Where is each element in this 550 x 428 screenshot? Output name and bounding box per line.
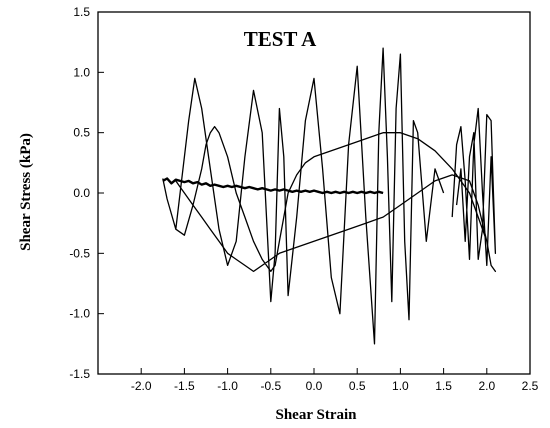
x-tick-label: -2.0 bbox=[131, 379, 152, 393]
plot-area bbox=[97, 11, 531, 375]
x-tick-label: 0.5 bbox=[349, 379, 366, 393]
y-tick-label: 0.5 bbox=[73, 126, 90, 140]
x-tick-label: 1.0 bbox=[392, 379, 409, 393]
y-tick-label: 0.0 bbox=[73, 186, 90, 200]
x-tick-label: 2.0 bbox=[478, 379, 495, 393]
hysteresis-curve-2 bbox=[162, 125, 497, 273]
x-tick-label: 1.5 bbox=[435, 379, 452, 393]
x-tick-label: 2.5 bbox=[522, 379, 539, 393]
hysteresis-curve-4 bbox=[451, 107, 497, 267]
series-layer bbox=[162, 47, 497, 345]
y-tick-label: 1.5 bbox=[73, 5, 90, 19]
y-axis: -1.5 -1.0 -0.5 0.0 0.5 1.0 1.5 bbox=[69, 5, 104, 381]
x-tick-label: -0.5 bbox=[260, 379, 281, 393]
y-tick-label: -1.0 bbox=[69, 307, 90, 321]
x-tick-label: 0.0 bbox=[306, 379, 323, 393]
x-tick-label: -1.5 bbox=[174, 379, 195, 393]
y-tick-label: -1.5 bbox=[69, 367, 90, 381]
x-tick-label: -1.0 bbox=[217, 379, 238, 393]
hysteresis-curve-3 bbox=[175, 47, 445, 345]
y-axis-title: Shear Stress (kPa) bbox=[18, 133, 34, 251]
y-tick-label: 1.0 bbox=[73, 65, 90, 79]
y-tick-label: -0.5 bbox=[69, 246, 90, 260]
x-axis: -2.0 -1.5 -1.0 -0.5 0.0 0.5 1.0 1.5 2.0 2.5 bbox=[131, 368, 539, 393]
chart-title: TEST A bbox=[244, 27, 317, 51]
x-axis-title: Shear Strain bbox=[276, 407, 358, 423]
